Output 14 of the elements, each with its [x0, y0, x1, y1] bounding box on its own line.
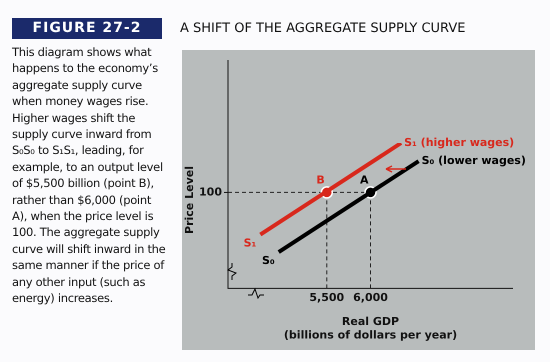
annotation: S₁ — [244, 236, 257, 250]
chart-title: A SHIFT OF THE AGGREGATE SUPPLY CURVE — [180, 21, 466, 36]
text: This diagram shows what happens to the economy’s aggregate supply curve when money wages rise. Higher wages shift the supply curve inward from S₀S₀ to S₁S₁, leading, for example, to an output level of $5,500 billion (point B), rather than $6,000 (point A), when the price level is 100. The aggregate supply curve will shift inward in the same manner if the price of any other input (such as energy) increases. — [12, 45, 166, 306]
text: 100 — [199, 185, 222, 198]
series-label: S₁ (higher wages) — [404, 136, 514, 149]
series-label: S₀ (lower wages) — [422, 154, 526, 168]
x-tick-label: 5,500 — [309, 290, 345, 304]
annotation: A — [360, 173, 369, 186]
y-axis-title: Price Level — [182, 166, 196, 234]
x-axis-title: Real GDP (billions of dollars per year) — [284, 315, 458, 342]
annotation: S₀ — [262, 254, 275, 267]
text: FIGURE 27-2 — [12, 18, 162, 39]
annotation: B — [316, 173, 325, 186]
x-tick-label: 6,000 — [353, 290, 388, 304]
